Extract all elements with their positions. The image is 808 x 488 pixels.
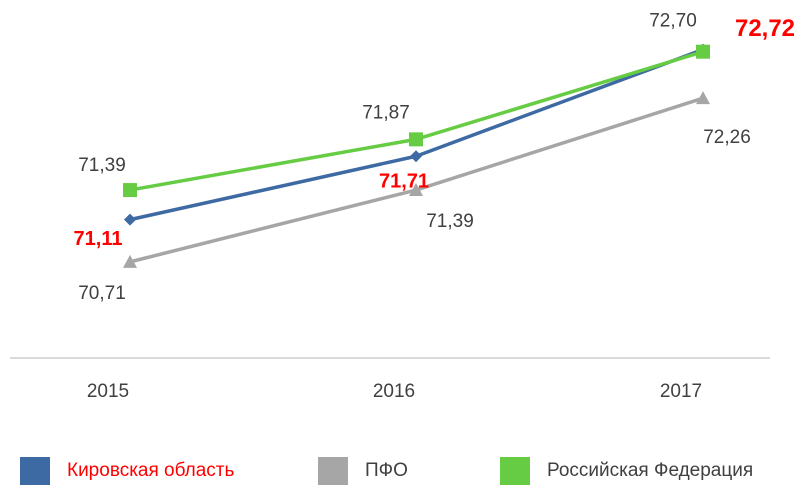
x-tick-label: 2017 (660, 381, 702, 402)
legend-swatch (20, 457, 50, 485)
marker (410, 150, 422, 163)
marker (123, 183, 137, 198)
legend-swatch (318, 457, 348, 485)
data-label: 71,71 (379, 171, 429, 193)
legend-label: Кировская область (67, 460, 235, 481)
data-label: 71,11 (74, 228, 123, 250)
data-label: 71,39 (426, 211, 474, 232)
x-tick-label: 2016 (373, 381, 415, 402)
data-label: 72,72 (735, 15, 795, 42)
x-tick-label: 2015 (87, 381, 129, 402)
marker (123, 254, 137, 268)
marker (696, 44, 710, 59)
data-label: 71,87 (362, 102, 410, 123)
marker (409, 183, 423, 197)
marker (124, 213, 136, 226)
legend-label: ПФО (365, 460, 408, 481)
data-label: 72,26 (703, 127, 751, 148)
legend-swatch (500, 457, 530, 485)
series-line (129, 50, 704, 192)
data-label: 71,39 (78, 155, 126, 176)
data-label: 70,71 (78, 283, 126, 304)
marker (696, 91, 710, 105)
marker (409, 132, 423, 147)
data-label: 72,70 (649, 11, 697, 32)
legend-label: Российская Федерация (547, 460, 753, 481)
